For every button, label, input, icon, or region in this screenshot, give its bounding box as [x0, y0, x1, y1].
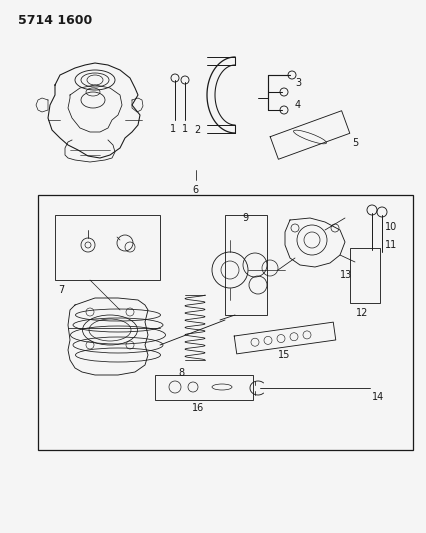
Bar	[38, 195, 412, 450]
Text: 6: 6	[192, 185, 198, 195]
Text: 3: 3	[294, 78, 300, 88]
Text: 5714 1600: 5714 1600	[18, 14, 92, 27]
Text: 2: 2	[193, 125, 200, 135]
Text: 12: 12	[355, 308, 368, 318]
Text: 16: 16	[192, 403, 204, 413]
Bar	[225, 215, 266, 315]
Text: 11: 11	[384, 240, 396, 250]
Text: 9: 9	[242, 213, 248, 223]
Bar	[155, 375, 253, 400]
Text: 1: 1	[170, 124, 176, 134]
Text: 7: 7	[58, 285, 64, 295]
Bar	[55, 215, 160, 280]
Text: 1: 1	[181, 124, 188, 134]
Text: 15: 15	[277, 350, 290, 360]
Text: 4: 4	[294, 100, 300, 110]
Text: 14: 14	[371, 392, 383, 402]
Text: 13: 13	[339, 270, 351, 280]
Text: 8: 8	[178, 368, 184, 378]
Text: 5: 5	[351, 138, 357, 148]
Bar	[349, 248, 379, 303]
Text: 10: 10	[384, 222, 396, 232]
